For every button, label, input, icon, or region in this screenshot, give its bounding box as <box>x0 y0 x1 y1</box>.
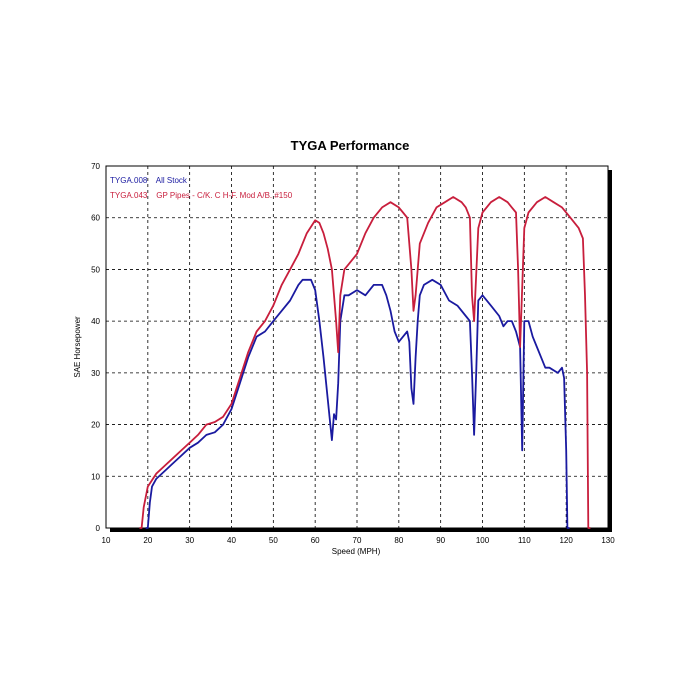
legend-entry-1: TYGA.008 All Stock <box>110 176 188 185</box>
chart-title: TYGA Performance <box>291 138 410 153</box>
y-tick-label: 40 <box>91 317 100 326</box>
y-tick-label: 20 <box>91 421 100 430</box>
x-tick-label: 90 <box>436 536 445 545</box>
y-tick-label: 30 <box>91 369 100 378</box>
y-tick-label: 10 <box>91 472 100 481</box>
frame-shadow-bottom <box>110 528 612 532</box>
x-axis-label: Speed (MPH) <box>332 547 381 556</box>
x-tick-label: 130 <box>601 536 615 545</box>
y-tick-label: 70 <box>91 162 100 171</box>
x-tick-label: 60 <box>311 536 320 545</box>
series-lines <box>139 196 591 529</box>
series-line-2 <box>139 196 591 529</box>
y-tick-label: 50 <box>91 265 100 274</box>
x-tick-label: 10 <box>102 536 111 545</box>
axes: 10 20 30 40 50 60 70 80 90 100 110 120 1300102030405… <box>91 162 615 545</box>
x-tick-label: 50 <box>269 536 278 545</box>
frame-shadow-right <box>608 170 612 532</box>
legend-entry-2: TYGA.043 GP Pipes - C/K. C H-F. Mod A/B.… <box>110 191 293 200</box>
y-tick-label: 60 <box>91 214 100 223</box>
x-tick-label: 30 <box>185 536 194 545</box>
x-tick-label: 120 <box>559 536 573 545</box>
plot-frame <box>105 165 609 529</box>
series-line-1 <box>145 278 570 529</box>
legend: TYGA.008 All Stock TYGA.043 GP Pipes - C/… <box>110 176 293 200</box>
y-tick-label: 0 <box>96 524 101 533</box>
x-tick-label: 40 <box>227 536 236 545</box>
x-tick-label: 100 <box>476 536 490 545</box>
grid <box>106 166 608 528</box>
y-axis-label: SAE Horsepower <box>73 316 82 378</box>
x-tick-label: 20 <box>143 536 152 545</box>
x-tick-label: 70 <box>353 536 362 545</box>
x-tick-label: 110 <box>518 536 531 545</box>
x-tick-label: 80 <box>394 536 403 545</box>
